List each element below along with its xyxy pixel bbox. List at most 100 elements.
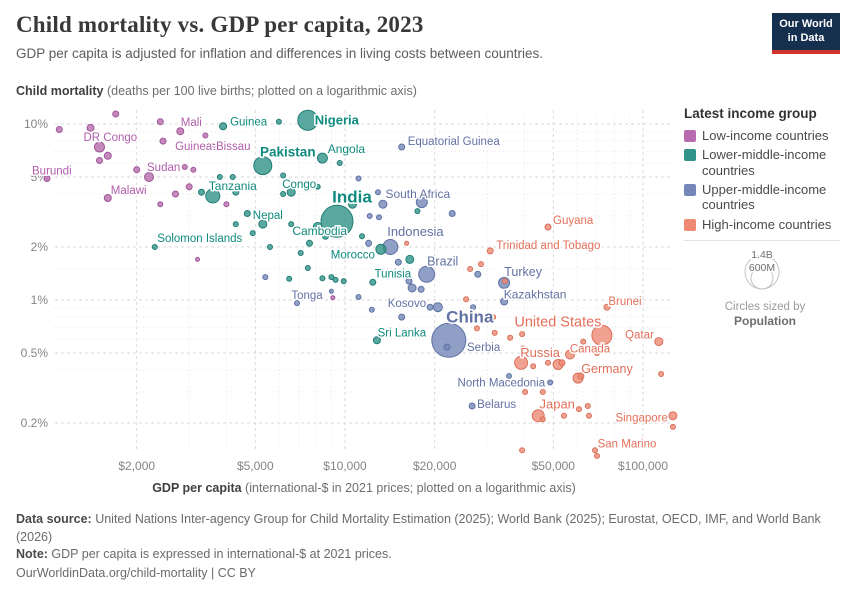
data-point[interactable] [404,240,410,246]
data-point-nepal[interactable] [258,219,268,229]
data-point[interactable] [267,244,273,250]
data-point-serbia[interactable] [443,343,451,351]
data-point-dr-congo[interactable] [94,141,105,153]
data-point[interactable] [304,265,311,271]
data-point[interactable] [340,278,347,285]
data-point-tanzania[interactable] [205,188,221,204]
data-point[interactable] [508,293,515,300]
data-point-singapore[interactable] [668,411,678,421]
data-point[interactable] [249,230,256,237]
data-point[interactable] [594,452,600,459]
data-point[interactable] [576,406,582,413]
data-point[interactable] [394,258,402,266]
data-point[interactable] [470,304,477,311]
data-point[interactable] [539,389,546,395]
data-point[interactable] [288,221,295,228]
data-point[interactable] [414,208,421,215]
data-point[interactable] [545,359,551,366]
data-point[interactable] [280,172,287,179]
data-point-pakistan[interactable] [253,156,273,176]
data-point[interactable] [530,363,537,370]
data-point[interactable] [519,331,526,338]
data-point[interactable] [306,239,313,247]
data-point[interactable] [133,166,141,174]
data-point[interactable] [586,412,592,419]
data-point[interactable] [332,276,339,283]
data-point[interactable] [561,412,567,419]
data-point[interactable] [478,261,484,268]
data-point[interactable] [112,110,120,118]
data-point[interactable] [223,201,230,208]
data-point[interactable] [405,277,413,285]
data-point[interactable] [229,174,236,180]
data-point-trinidad-and-tobago[interactable] [486,247,494,255]
legend-item-low[interactable]: Low-income countries [684,128,846,143]
data-point[interactable] [159,137,167,145]
data-point[interactable] [490,314,497,321]
data-point[interactable] [216,174,223,180]
data-point[interactable] [658,371,665,377]
data-point[interactable] [398,313,406,321]
data-point[interactable] [330,295,336,301]
data-point[interactable] [322,232,329,240]
data-point[interactable] [580,338,587,345]
data-point-belarus[interactable] [468,402,476,410]
data-point-malawi[interactable] [103,194,112,202]
citation-link[interactable]: OurWorldinData.org/child-mortality | CC … [16,565,256,580]
data-point-canada[interactable] [565,349,575,360]
data-point-nigeria[interactable] [297,109,319,131]
data-point[interactable] [55,126,63,133]
data-point[interactable] [519,345,526,352]
data-point[interactable] [328,288,334,294]
data-point[interactable] [103,151,112,160]
data-point-angola[interactable] [316,152,328,164]
data-point-tunisia[interactable] [405,254,415,264]
data-point[interactable] [232,188,240,196]
data-point[interactable] [297,250,304,256]
data-point[interactable] [519,447,526,454]
owid-logo[interactable]: Our World in Data [772,13,840,54]
data-point-morocco[interactable] [375,243,387,255]
data-point-india[interactable] [320,204,354,238]
data-point-united-states[interactable] [591,324,613,346]
data-point[interactable] [417,285,425,293]
legend-item-um[interactable]: Upper-middle-income countries [684,182,846,213]
data-point-brunei[interactable] [603,303,611,311]
data-point[interactable] [365,239,373,247]
data-point[interactable] [474,270,482,278]
data-point[interactable] [375,189,381,196]
data-point[interactable] [467,266,474,272]
data-point[interactable] [407,283,417,293]
data-point[interactable] [507,334,514,341]
data-point[interactable] [355,175,362,182]
data-point-brazil[interactable] [418,265,436,283]
data-point-burundi[interactable] [43,175,51,182]
data-point-south-africa[interactable] [415,196,428,209]
data-point[interactable] [366,213,373,219]
data-point[interactable] [522,389,529,395]
data-point[interactable] [368,306,375,313]
data-point[interactable] [448,210,456,217]
data-point[interactable] [376,214,382,221]
legend-item-lm[interactable]: Lower-middle-income countries [684,147,846,178]
data-point[interactable] [314,183,321,190]
data-point[interactable] [463,296,470,303]
data-point[interactable] [275,118,282,125]
data-point-north-macedonia[interactable] [547,379,554,386]
data-point[interactable] [280,191,287,197]
data-point[interactable] [195,256,200,262]
data-point[interactable] [156,118,164,126]
data-point-qatar[interactable] [654,337,664,347]
data-point-sri-lanka[interactable] [372,336,381,345]
data-point-sudan[interactable] [144,172,154,182]
data-point[interactable] [669,423,676,430]
data-point[interactable] [558,359,566,367]
data-point-cambodia[interactable] [312,222,323,232]
data-point[interactable] [336,160,343,166]
data-point-congo[interactable] [286,187,296,197]
data-point[interactable] [185,183,193,191]
data-point-mali[interactable] [176,127,185,136]
data-point-kosovo[interactable] [426,303,434,311]
data-point-solomon-islands[interactable] [151,244,158,250]
data-point[interactable] [86,123,95,132]
